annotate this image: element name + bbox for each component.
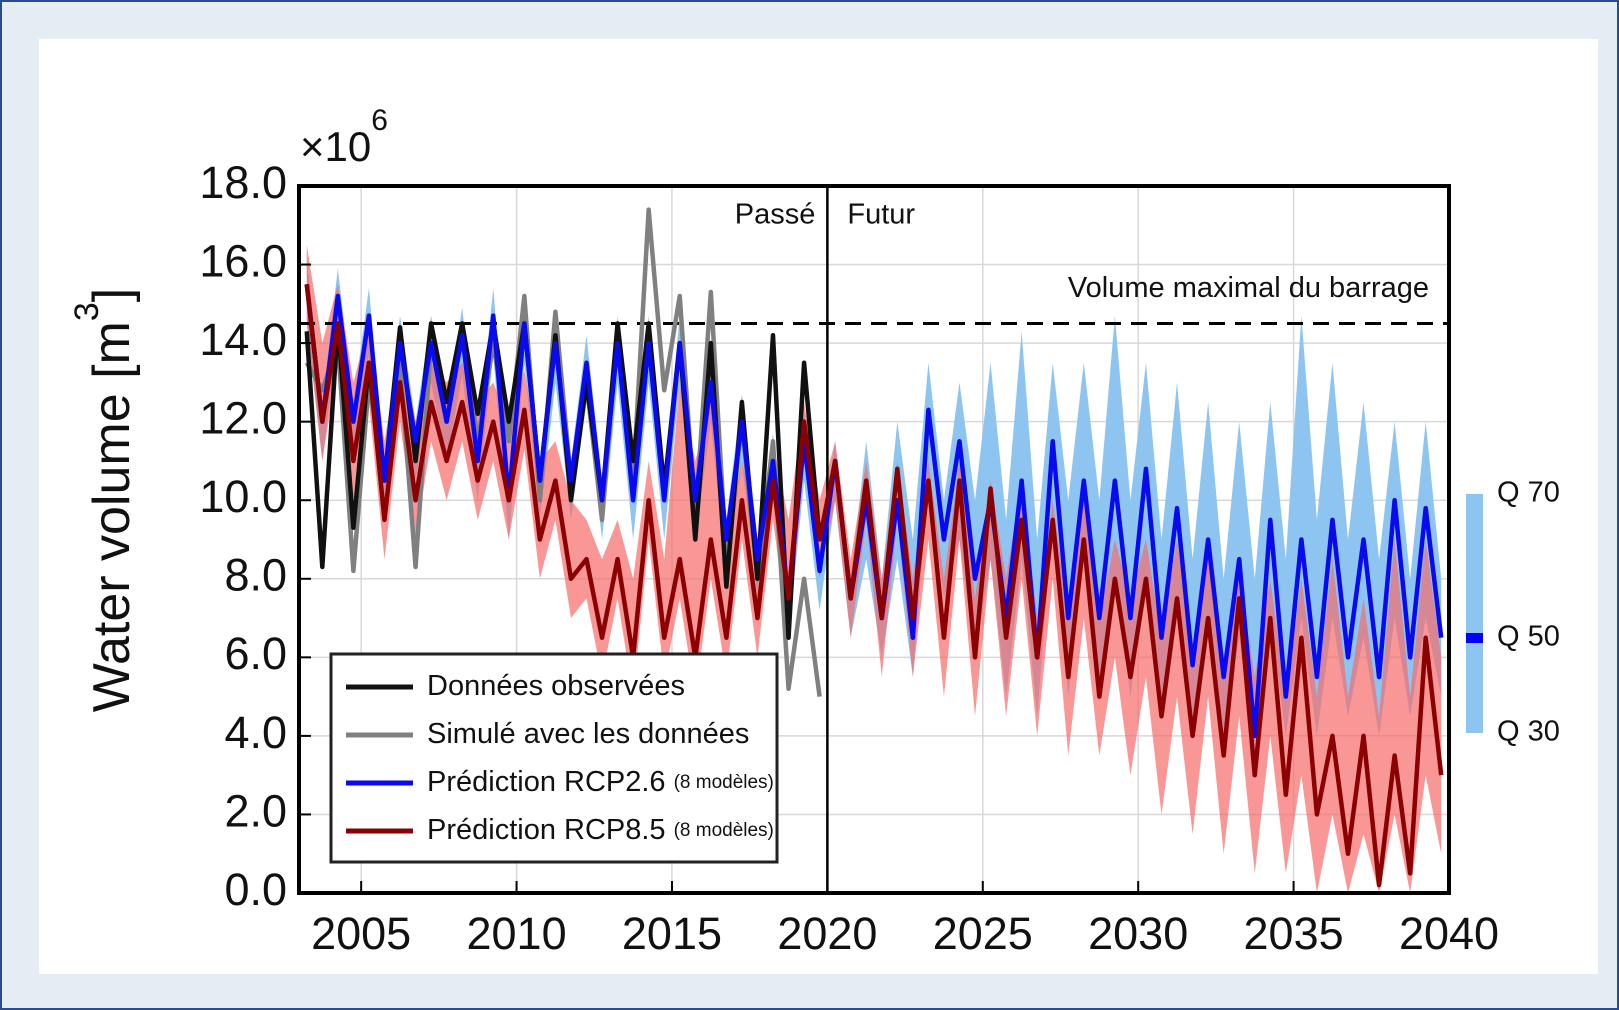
y-tick-label: 10.0 (199, 471, 287, 522)
legend-name: Prédiction RCP2.6 (427, 766, 666, 798)
legend-label: Données observées (427, 670, 685, 702)
quantile-label: Q 30 (1497, 716, 1560, 748)
legend-note: (8 modèles) (674, 820, 774, 841)
x-tick-label: 2005 (311, 908, 411, 959)
y-label-exp: 3 (68, 302, 106, 321)
y-tick-label: 14.0 (199, 314, 287, 365)
x-tick-label: 2040 (1399, 908, 1499, 959)
y-tick-label: 2.0 (224, 785, 287, 836)
offset-base: ×10 (300, 123, 371, 170)
legend-name: Données observées (427, 670, 685, 702)
y-tick-label: 16.0 (199, 235, 287, 286)
offset-exp: 6 (371, 104, 388, 137)
quantile-bar (1466, 494, 1483, 733)
x-tick-label: 2015 (622, 908, 722, 959)
quantile-median (1466, 633, 1483, 643)
max-volume-label: Volume maximal du barrage (1068, 272, 1429, 304)
future-label: Futur (847, 199, 915, 231)
y-tick-label: 12.0 (199, 393, 287, 444)
x-tick-label: 2025 (933, 908, 1033, 959)
past-label: Passé (735, 199, 816, 231)
x-tick-label: 2030 (1088, 908, 1188, 959)
legend-name: Prédiction RCP8.5 (427, 814, 666, 846)
x-tick-label: 2035 (1244, 908, 1344, 959)
y-tick-label: 0.0 (224, 864, 287, 915)
y-label-text: Water volume [m (83, 321, 141, 712)
legend-label: Simulé avec les données (427, 718, 749, 750)
y-tick-label: 18.0 (199, 157, 287, 208)
x-tick-label: 2020 (777, 908, 877, 959)
y-tick-label: 4.0 (224, 707, 287, 758)
legend-name: Simulé avec les données (427, 718, 749, 750)
y-tick-label: 8.0 (224, 550, 287, 601)
legend-note: (8 modèles) (674, 772, 774, 793)
chart: Volume maximal du barrage Passé Futur Wate… (0, 0, 1619, 1010)
quantile-label: Q 70 (1497, 477, 1560, 509)
y-label-end: ] (83, 288, 141, 302)
x-tick-label: 2010 (467, 908, 567, 959)
quantile-label: Q 50 (1497, 621, 1560, 653)
y-tick-label: 6.0 (224, 628, 287, 679)
